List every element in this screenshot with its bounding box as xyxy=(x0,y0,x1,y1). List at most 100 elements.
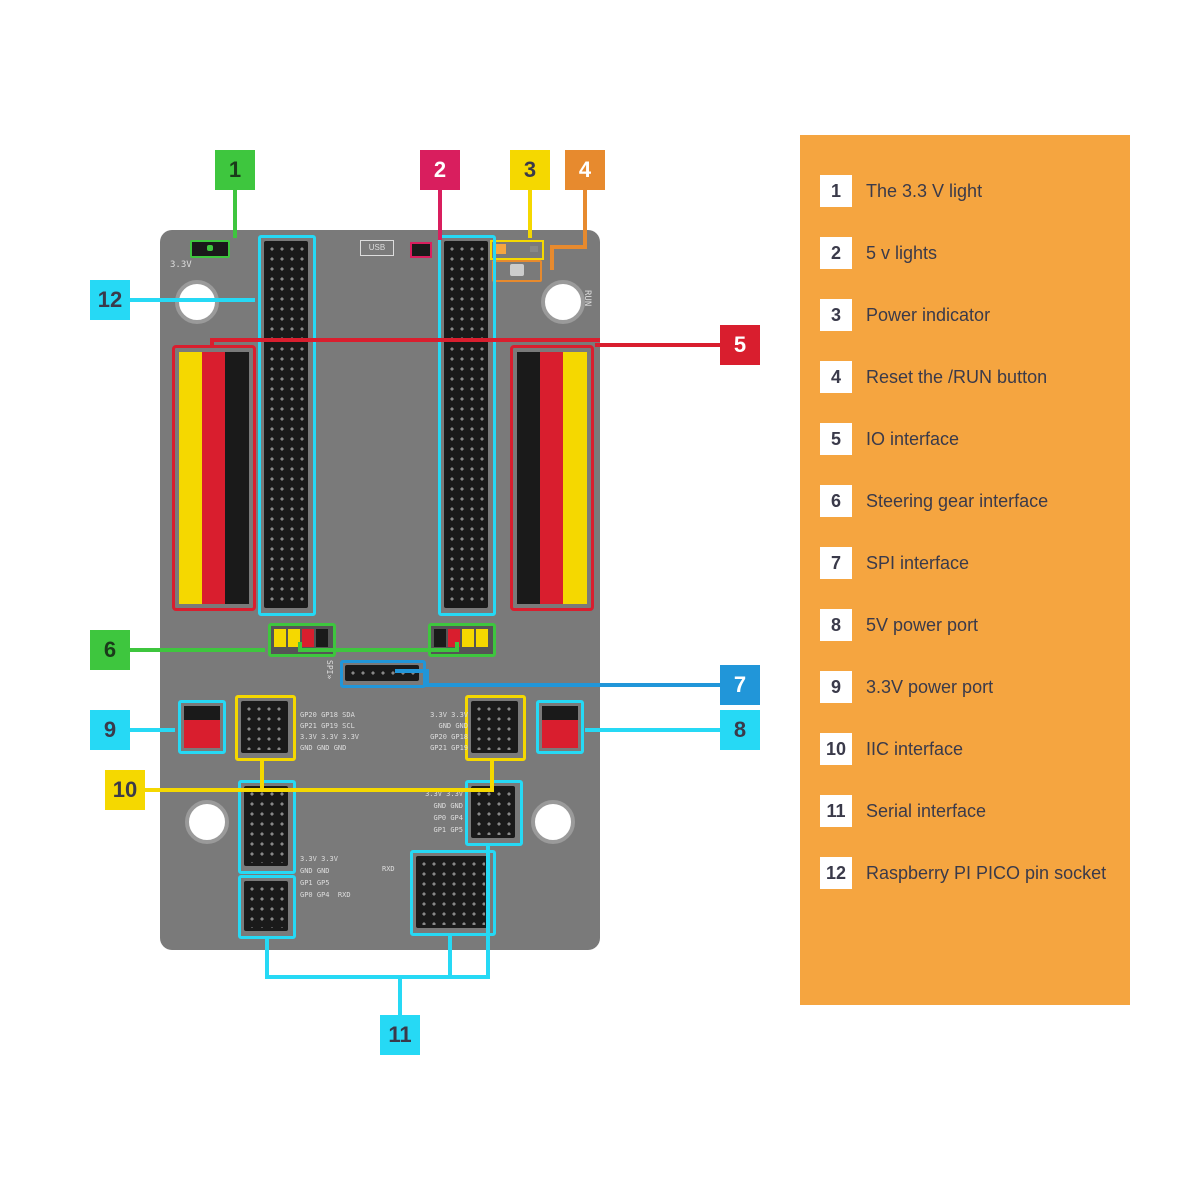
callout-5: 5 xyxy=(720,325,760,365)
legend-num: 10 xyxy=(820,733,852,765)
iic-left xyxy=(235,695,296,761)
pico-socket-right xyxy=(438,235,496,616)
legend-item: 4 Reset the /RUN button xyxy=(820,361,1110,393)
legend-panel: 1 The 3.3 V light 2 5 v lights 3 Power i… xyxy=(800,135,1130,1005)
callout-line xyxy=(425,683,720,687)
uart-1 xyxy=(238,780,296,874)
legend-text: 3.3V power port xyxy=(866,677,993,698)
legend-text: Steering gear interface xyxy=(866,491,1048,512)
callout-12: 12 xyxy=(90,280,130,320)
callout-line xyxy=(585,728,720,732)
callout-line xyxy=(398,975,402,1015)
legend-num: 4 xyxy=(820,361,852,393)
callout-line xyxy=(130,648,265,652)
legend-item: 7 SPI interface xyxy=(820,547,1110,579)
legend-item: 10 IIC interface xyxy=(820,733,1110,765)
callout-4: 4 xyxy=(565,150,605,190)
legend-text: Raspberry PI PICO pin socket xyxy=(866,863,1106,884)
silk-labels: 3.3V 3.3VGND GNDGP0 GP4GP1 GP5 xyxy=(408,788,463,836)
silk-label: RUN xyxy=(582,290,592,306)
diagram-area: USB 3.3V RUN xyxy=(60,120,740,1060)
run-button xyxy=(492,260,542,282)
uart-2 xyxy=(238,875,296,939)
callout-line xyxy=(448,935,452,979)
callout-line xyxy=(130,298,255,302)
callout-line xyxy=(130,728,175,732)
callout-11: 11 xyxy=(380,1015,420,1055)
led-3v3 xyxy=(190,240,230,258)
callout-line xyxy=(438,190,442,240)
callout-line xyxy=(145,788,263,792)
legend-item: 5 IO interface xyxy=(820,423,1110,455)
legend-text: IO interface xyxy=(866,429,959,450)
callout-line xyxy=(550,245,587,249)
callout-10: 10 xyxy=(105,770,145,810)
uart-3 xyxy=(410,850,496,936)
legend-num: 2 xyxy=(820,237,852,269)
silk-label: 3.3V xyxy=(170,260,192,270)
callout-line xyxy=(528,190,532,238)
usb-label: USB xyxy=(360,240,394,256)
legend-num: 7 xyxy=(820,547,852,579)
legend-item: 8 5V power port xyxy=(820,609,1110,641)
legend-item: 1 The 3.3 V light xyxy=(820,175,1110,207)
legend-item: 2 5 v lights xyxy=(820,237,1110,269)
legend-item: 9 3.3V power port xyxy=(820,671,1110,703)
spi-interface xyxy=(340,660,426,688)
io-interface-left xyxy=(172,345,256,611)
legend-num: 1 xyxy=(820,175,852,207)
legend-text: Serial interface xyxy=(866,801,986,822)
callout-line xyxy=(233,190,237,238)
mounting-hole xyxy=(185,800,229,844)
callout-8: 8 xyxy=(720,710,760,750)
callout-3: 3 xyxy=(510,150,550,190)
legend-text: 5 v lights xyxy=(866,243,937,264)
io-interface-right xyxy=(510,345,594,611)
callout-line xyxy=(595,343,720,347)
legend-num: 5 xyxy=(820,423,852,455)
legend-num: 11 xyxy=(820,795,852,827)
power-indicator xyxy=(490,240,544,260)
legend-num: 6 xyxy=(820,485,852,517)
legend-text: Power indicator xyxy=(866,305,990,326)
legend-text: The 3.3 V light xyxy=(866,181,982,202)
mounting-hole xyxy=(541,280,585,324)
callout-line xyxy=(583,190,587,245)
legend-num: 9 xyxy=(820,671,852,703)
silk-labels: RXD xyxy=(382,865,395,873)
callout-line xyxy=(210,338,600,342)
pico-socket-left xyxy=(258,235,316,616)
silk-labels: 3.3V 3.3VGND GNDGP20 GP18GP21 GP19 xyxy=(398,710,468,754)
callout-line xyxy=(260,788,490,792)
callout-6: 6 xyxy=(90,630,130,670)
callout-9: 9 xyxy=(90,710,130,750)
led-5v xyxy=(410,242,432,258)
power-3v3 xyxy=(178,700,226,754)
legend-text: IIC interface xyxy=(866,739,963,760)
legend-text: SPI interface xyxy=(866,553,969,574)
callout-line xyxy=(265,975,490,979)
legend-item: 6 Steering gear interface xyxy=(820,485,1110,517)
callout-line xyxy=(486,845,490,979)
legend-num: 8 xyxy=(820,609,852,641)
callout-1: 1 xyxy=(215,150,255,190)
spi-label: SPI» xyxy=(325,660,334,679)
callout-line xyxy=(550,245,554,270)
legend-num: 3 xyxy=(820,299,852,331)
legend-item: 3 Power indicator xyxy=(820,299,1110,331)
callout-2: 2 xyxy=(420,150,460,190)
legend-item: 12 Raspberry PI PICO pin socket xyxy=(820,857,1110,889)
mounting-hole xyxy=(531,800,575,844)
callout-line xyxy=(490,760,494,792)
callout-line xyxy=(298,648,458,652)
legend-text: Reset the /RUN button xyxy=(866,367,1047,388)
silk-labels: 3.3V 3.3VGND GNDGP1 GP5GP0 GP4 RXD xyxy=(300,853,400,901)
callout-line xyxy=(425,669,429,687)
legend-num: 12 xyxy=(820,857,852,889)
power-5v xyxy=(536,700,584,754)
callout-line xyxy=(455,642,459,652)
legend-text: 5V power port xyxy=(866,615,978,636)
callout-7: 7 xyxy=(720,665,760,705)
mounting-hole xyxy=(175,280,219,324)
iic-right xyxy=(465,695,526,761)
